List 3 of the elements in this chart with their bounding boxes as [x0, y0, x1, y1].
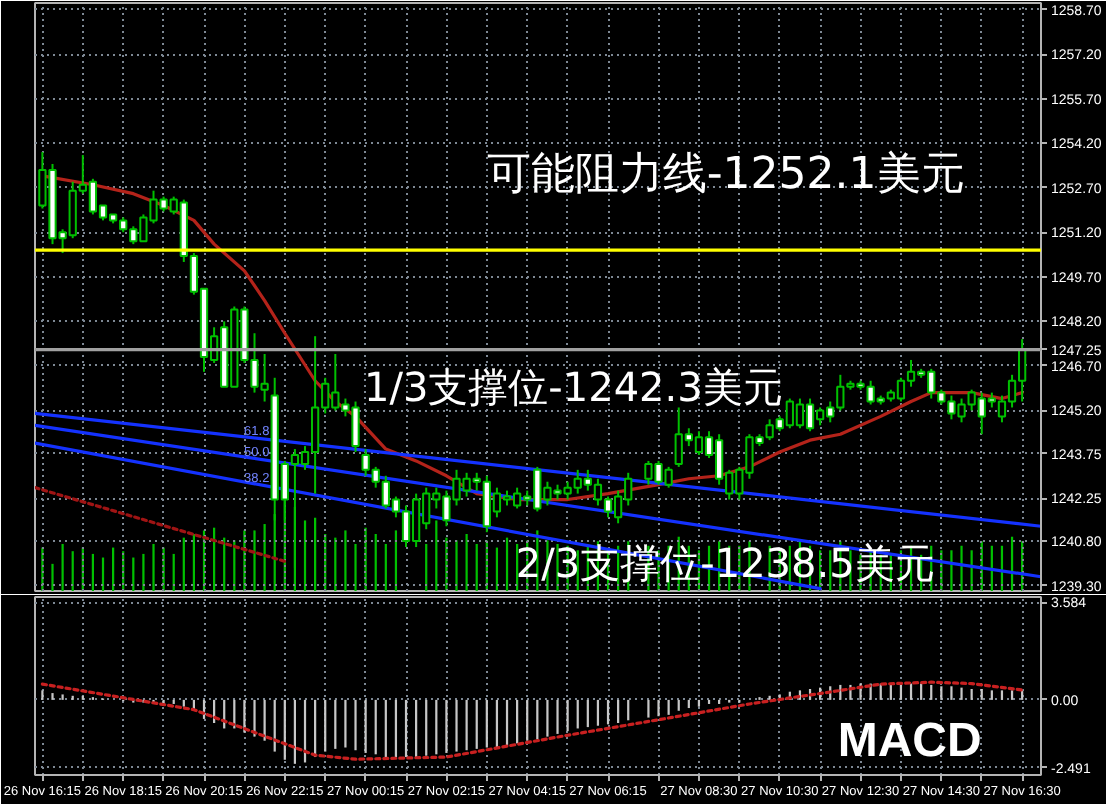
- annotation: 1/3支撑位-1242.3美元: [363, 362, 783, 411]
- annotation: MACD: [837, 714, 982, 769]
- annotation: 可能阻力线-1252.1美元: [486, 150, 965, 201]
